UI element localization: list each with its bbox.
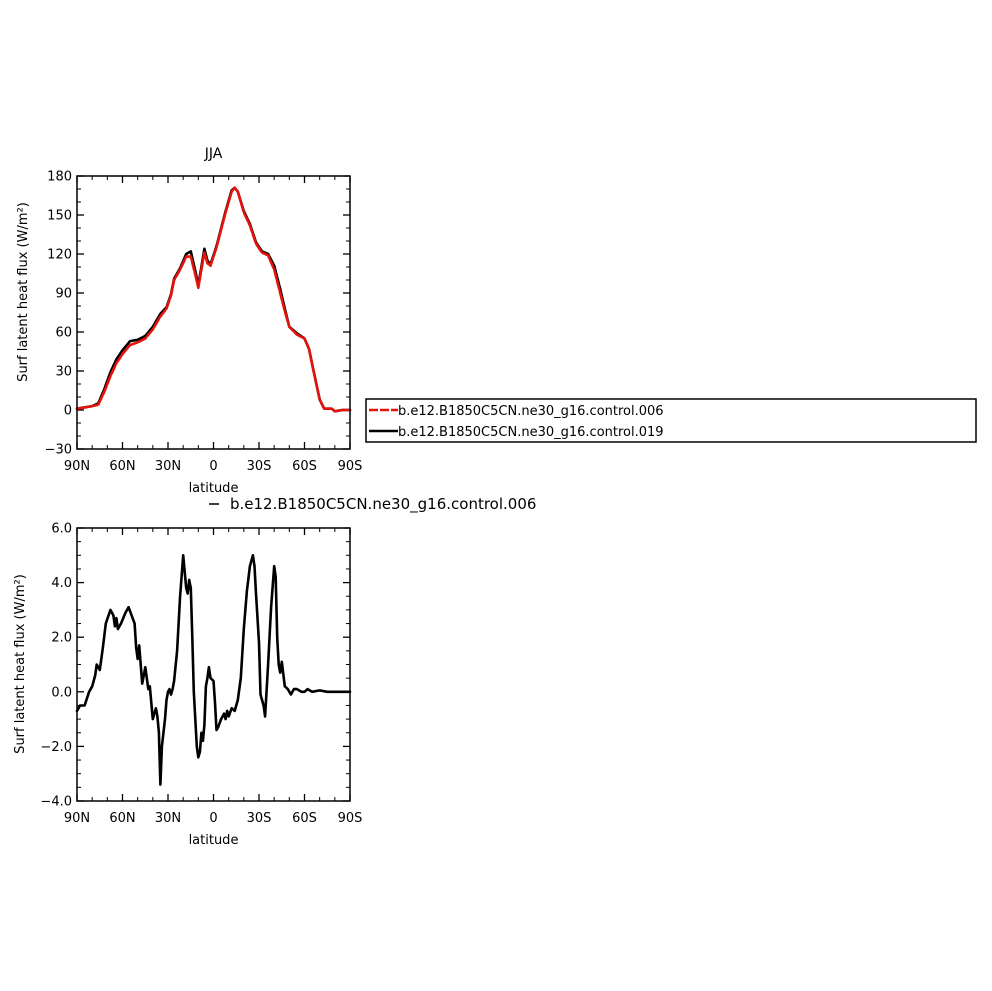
bottom-y-tick-label: 4.0 [51, 576, 72, 591]
legend-label-019: b.e12.B1850C5CN.ne30_g16.control.019 [398, 425, 664, 440]
top-title: JJA [204, 146, 223, 162]
bottom-x-tick-label: 90S [338, 811, 363, 826]
top-plot-frame [76, 175, 351, 450]
bottom-grid-ticks [76, 527, 351, 802]
top-x-tick-label: 90S [338, 459, 363, 474]
bottom-x-tick-labels: 90N 60N 30N 0 30S 60S 90S [64, 811, 363, 826]
bottom-x-axis-label: latitude [189, 833, 239, 848]
top-x-axis-label: latitude [189, 481, 239, 496]
top-x-tick-label: 90N [64, 459, 90, 474]
bottom-plot-frame [76, 527, 351, 802]
top-series-line-1 [75, 186, 352, 413]
top-y-tick-label: 90 [55, 287, 72, 302]
bottom-x-tick-label: 30N [155, 811, 181, 826]
legend-box [365, 398, 977, 443]
bottom-y-tick-label: −2.0 [40, 740, 72, 755]
top-series-line-2 [75, 186, 352, 413]
top-x-tick-labels: 90N 60N 30N 0 30S 60S 90S [64, 459, 363, 474]
top-y-tick-label: 150 [47, 209, 72, 224]
top-y-tick-label: −30 [45, 443, 72, 458]
top-y-tick-label: 30 [55, 365, 72, 380]
top-y-tick-label: 120 [47, 248, 72, 263]
bottom-x-tick-label: 0 [209, 811, 217, 826]
bottom-y-tick-label: 2.0 [51, 631, 72, 646]
top-grid-ticks [76, 175, 351, 450]
top-x-tick-label: 30N [155, 459, 181, 474]
top-x-tick-label: 60S [292, 459, 317, 474]
bottom-y-tick-label: 0.0 [51, 685, 72, 700]
bottom-y-tick-label: −4.0 [40, 795, 72, 810]
top-series-layer [75, 186, 352, 413]
top-y-tick-label: 0 [64, 404, 72, 419]
bottom-x-tick-label: 90N [64, 811, 90, 826]
bottom-x-tick-label: 30S [247, 811, 272, 826]
top-panel: JJA −30 0 30 60 90 120 150 180 90N 60N 30N 0 30S 60S… [16, 146, 362, 496]
bottom-y-axis-label: Surf latent heat flux (W/m²) [13, 574, 28, 754]
top-y-tick-label: 180 [47, 170, 72, 185]
top-x-tick-label: 0 [209, 459, 217, 474]
legend: b.e12.B1850C5CN.ne30_g16.control.006 b.e… [365, 398, 977, 443]
bottom-y-tick-label: 6.0 [51, 522, 72, 537]
bottom-panel: b.e12.B1850C5CN.ne30_g16.control.006 −4.… [13, 495, 536, 848]
bottom-x-tick-label: 60N [109, 811, 135, 826]
bottom-y-tick-labels: −4.0 −2.0 0.0 2.0 4.0 6.0 [40, 522, 72, 810]
bottom-x-tick-label: 60S [292, 811, 317, 826]
legend-label-006: b.e12.B1850C5CN.ne30_g16.control.006 [398, 404, 664, 419]
top-x-tick-label: 60N [109, 459, 135, 474]
top-x-tick-label: 30S [247, 459, 272, 474]
bottom-series-layer [75, 554, 352, 786]
bottom-series-line-1 [75, 554, 352, 786]
bottom-title: b.e12.B1850C5CN.ne30_g16.control.006 [230, 495, 536, 514]
top-y-tick-label: 60 [55, 326, 72, 341]
top-y-tick-labels: −30 0 30 60 90 120 150 180 [45, 170, 72, 458]
top-y-axis-label: Surf latent heat flux (W/m²) [16, 202, 31, 382]
